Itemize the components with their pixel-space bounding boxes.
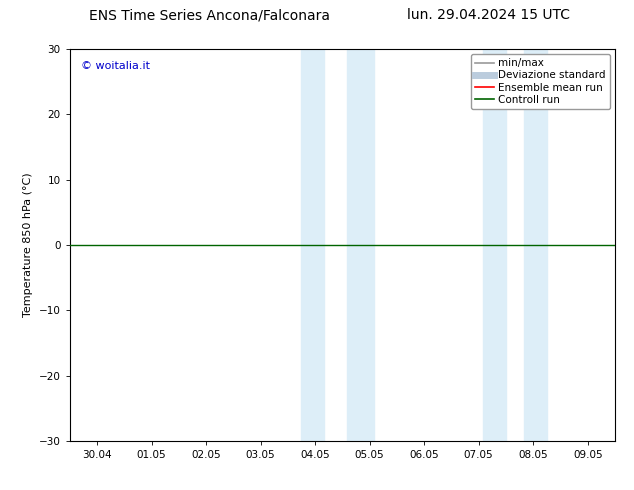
Text: © woitalia.it: © woitalia.it (81, 61, 150, 71)
Bar (483, 49, 506, 441)
Text: lun. 29.04.2024 15 UTC: lun. 29.04.2024 15 UTC (406, 8, 570, 22)
Y-axis label: Temperature 850 hPa (°C): Temperature 850 hPa (°C) (23, 172, 33, 318)
Bar (302, 49, 325, 441)
Bar (524, 49, 547, 441)
Text: ENS Time Series Ancona/Falconara: ENS Time Series Ancona/Falconara (89, 8, 330, 22)
Bar (347, 49, 374, 441)
Legend: min/max, Deviazione standard, Ensemble mean run, Controll run: min/max, Deviazione standard, Ensemble m… (471, 54, 610, 109)
